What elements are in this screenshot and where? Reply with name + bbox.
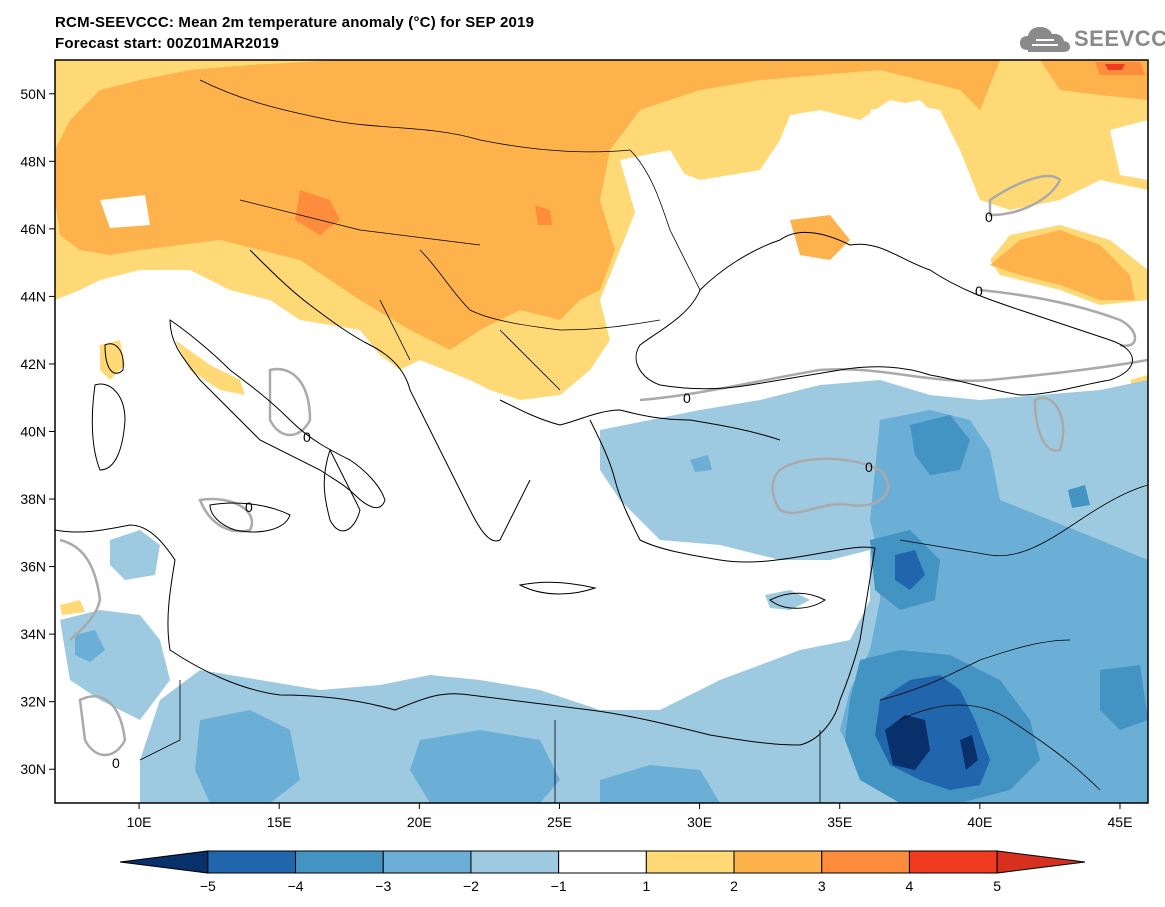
lon-tick-label: 35E — [827, 814, 852, 830]
lat-tick-label: 48N — [20, 153, 46, 169]
map-field: 0 0 0 0 0 0 0 — [55, 60, 1148, 803]
seevccc-logo: SEEVCCC — [1018, 22, 1165, 56]
colorbar-label: −3 — [375, 878, 391, 894]
zero-contours — [59, 174, 1148, 757]
contour-label: 0 — [985, 209, 993, 225]
lat-tick-label: 46N — [20, 221, 46, 237]
lon-tick-label: 40E — [967, 814, 992, 830]
cloud-icon — [1020, 27, 1070, 52]
colorbar-label: −2 — [463, 878, 479, 894]
colorbar-boxes — [119, 850, 1086, 874]
colorbar-segment — [733, 850, 823, 874]
colorbar-label: −4 — [288, 878, 304, 894]
warm-region-3-4 — [295, 190, 340, 235]
contour-label: 0 — [112, 755, 120, 771]
colorbar-segment — [821, 850, 910, 874]
colorbar-segment — [207, 850, 297, 874]
neutral-pocket-4 — [100, 195, 150, 228]
colorbar-segment — [996, 850, 1086, 874]
colorbar-label: −1 — [551, 878, 567, 894]
forecast-start-label: Forecast start: 00Z01MAR2019 — [55, 35, 280, 52]
lon-tick-label: 10E — [127, 814, 152, 830]
contour-label: 0 — [303, 429, 311, 445]
colorbar-label: 4 — [906, 878, 914, 894]
lat-tick-label: 38N — [20, 491, 46, 507]
lat-tick-label: 30N — [20, 761, 46, 777]
lon-tick-label: 25E — [547, 814, 572, 830]
colorbar-segment — [295, 850, 384, 874]
neutral-pocket-3 — [1110, 120, 1148, 180]
cool-region-1-2-cyprus — [765, 590, 810, 610]
contour-label: 0 — [975, 283, 983, 299]
lat-tick-label: 32N — [20, 694, 46, 710]
warm-region-3-4-b — [535, 205, 552, 225]
colorbar-labels: −5 −4 −3 −2 −1 1 2 3 4 5 — [200, 878, 1001, 894]
zero-contour-labels: 0 0 0 0 0 0 0 — [112, 209, 993, 771]
warm-region-2-3-east — [990, 230, 1135, 300]
neutral-pocket-2 — [805, 125, 860, 210]
lat-tick-label: 42N — [20, 356, 46, 372]
colorbar-segment — [645, 850, 735, 874]
lat-tick-label: 34N — [20, 626, 46, 642]
warm-region-2-3-crimea — [790, 215, 850, 260]
country-borders — [139, 79, 1148, 803]
cool-region-3-4-d — [1100, 665, 1148, 730]
contour-label: 0 — [865, 459, 873, 475]
cool-region-3-4-e — [1068, 485, 1090, 508]
logo-text: SEEVCCC — [1074, 26, 1165, 51]
longitude-axis: 10E 15E 20E 25E 30E 35E 40E 45E — [127, 803, 1133, 830]
cool-region-2-3-e — [75, 630, 105, 662]
lat-tick-label: 36N — [20, 559, 46, 575]
cool-region-2-3-d — [600, 765, 720, 803]
cool-region-1-2-tunis — [110, 530, 160, 580]
cool-region-3-4 — [910, 415, 970, 475]
cool-region-5-plus-b — [960, 735, 978, 770]
cool-region-2-3-b — [195, 710, 300, 803]
colorbar-label: 5 — [993, 878, 1001, 894]
lat-tick-label: 50N — [20, 86, 46, 102]
neutral-pocket-1 — [870, 100, 940, 135]
lon-tick-label: 20E — [407, 814, 432, 830]
latitude-axis: 50N 48N 46N 44N 42N 40N 38N 36N 34N 32N 30N — [20, 86, 55, 777]
colorbar-segment — [558, 850, 647, 874]
warm-region-4-5 — [1105, 64, 1125, 70]
cool-region-2-3-f — [690, 455, 712, 472]
warm-region-2-3 — [55, 60, 1000, 350]
cool-region-5-plus — [885, 715, 930, 770]
warm-region-1-2-tunis — [60, 600, 85, 615]
coastlines — [55, 231, 1133, 746]
colorbar-label: −5 — [200, 878, 216, 894]
contour-label: 0 — [683, 390, 691, 406]
colorbar-segment — [119, 850, 209, 874]
contour-label: 0 — [245, 499, 253, 515]
warm-region-1-2-corsica — [100, 340, 125, 380]
colorbar-label: 2 — [730, 878, 738, 894]
cool-region-2-3-c — [410, 730, 560, 803]
colorbar-segment — [382, 850, 472, 874]
colorbar-label: 3 — [818, 878, 826, 894]
colorbar-segment — [470, 850, 560, 874]
colorbar-label: 1 — [642, 878, 650, 894]
warm-region-1-2-italy — [175, 340, 245, 395]
neutral-pocket-5 — [620, 150, 700, 240]
lon-tick-label: 15E — [267, 814, 292, 830]
lat-tick-label: 40N — [20, 424, 46, 440]
lon-tick-label: 30E — [687, 814, 712, 830]
colorbar-segment — [908, 850, 998, 874]
map-title: RCM-SEEVCCC: Mean 2m temperature anomaly… — [55, 14, 535, 31]
cool-region-4-5-b — [895, 550, 925, 590]
lat-tick-label: 44N — [20, 288, 46, 304]
lon-tick-label: 45E — [1108, 814, 1133, 830]
